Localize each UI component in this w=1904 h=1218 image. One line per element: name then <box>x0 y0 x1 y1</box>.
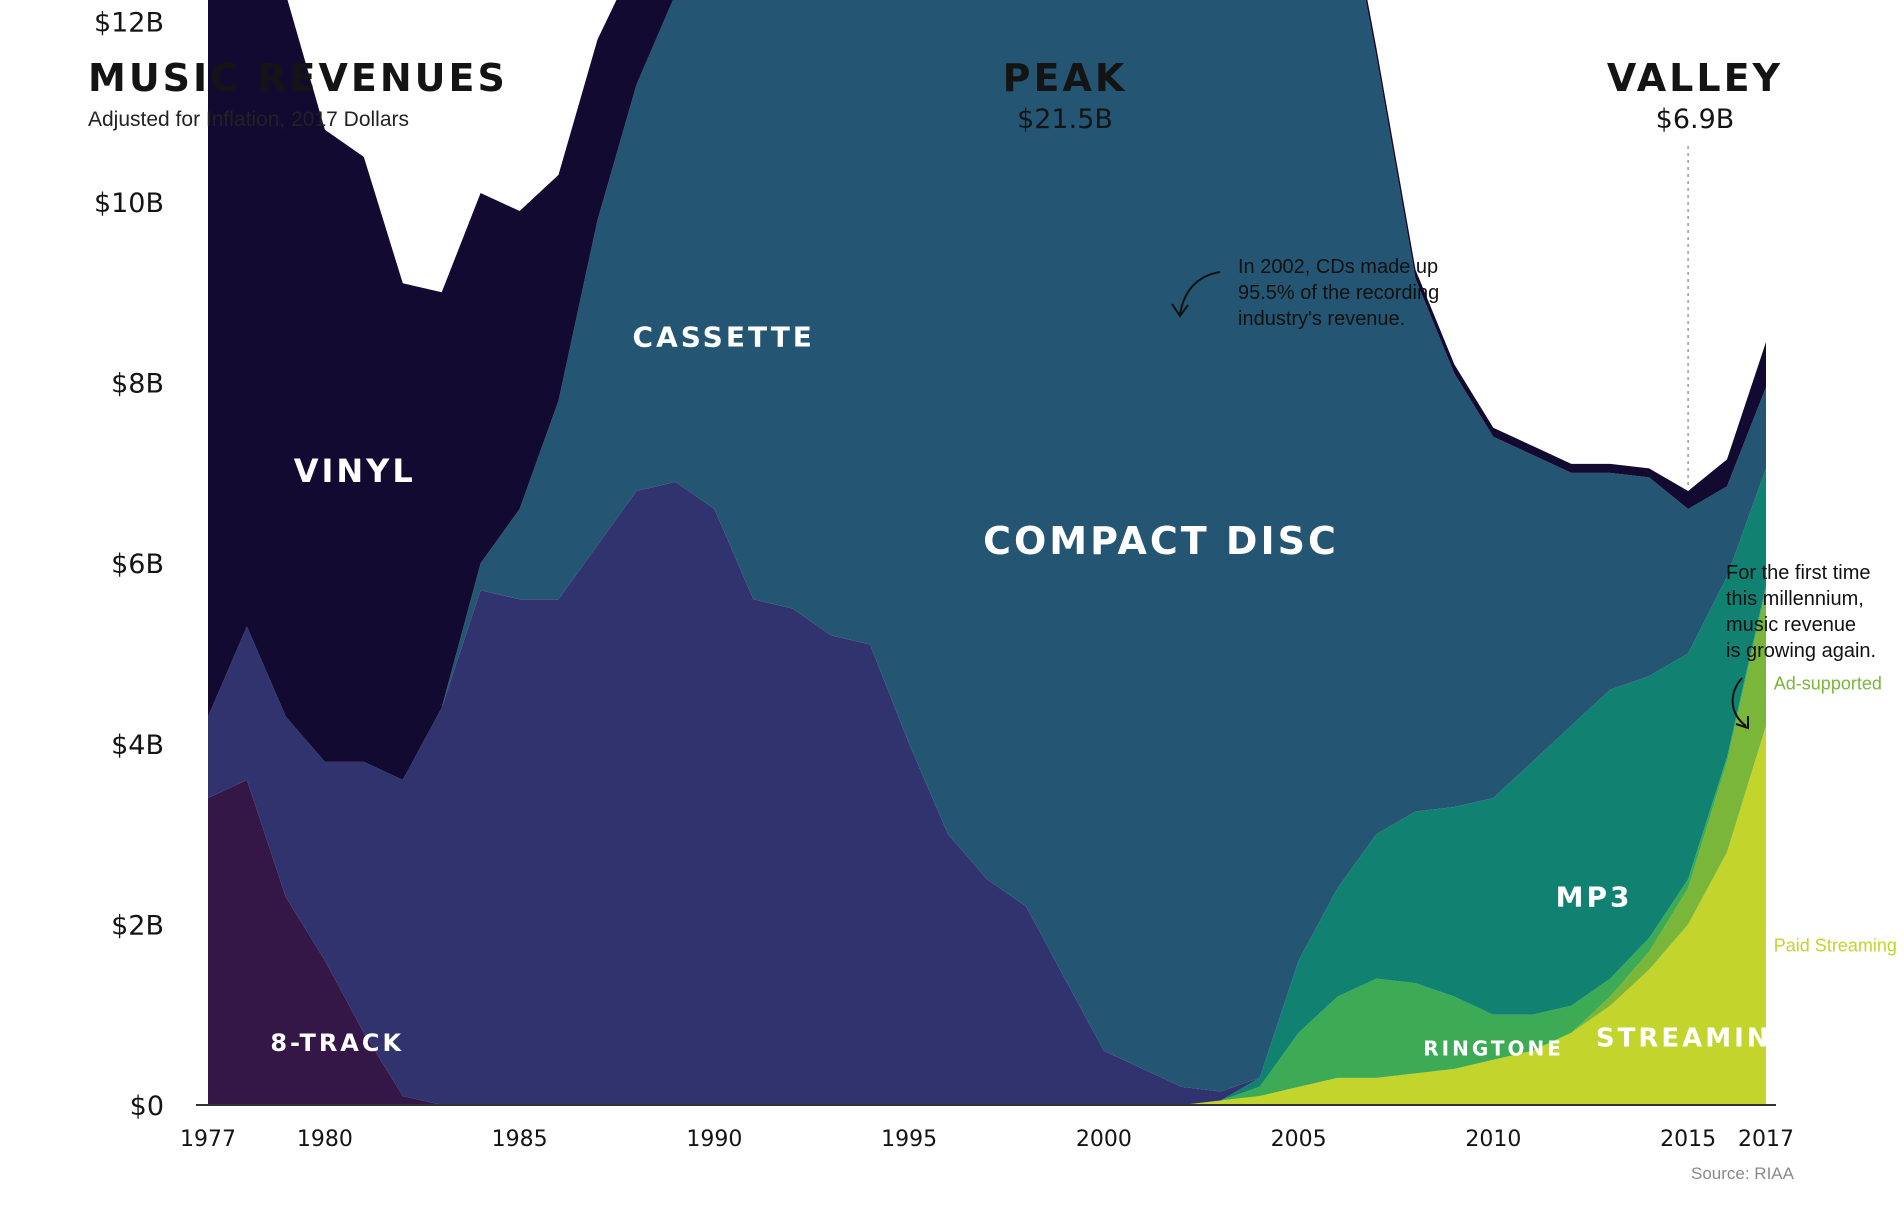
y-tick-label: $4B <box>111 730 164 761</box>
x-tick-label: 2000 <box>1076 1127 1132 1152</box>
x-tick-label: 1980 <box>297 1127 353 1152</box>
series-label-ad_supported: Ad-supported <box>1774 674 1882 694</box>
growth-annotation-line: music revenue <box>1726 614 1857 636</box>
source-note: Source: RIAA <box>1691 1164 1794 1183</box>
y-tick-label: $8B <box>111 369 164 400</box>
x-tick-label: 1985 <box>492 1127 548 1152</box>
x-tick-label: 2015 <box>1660 1127 1716 1152</box>
area-compact_disc <box>208 0 1766 1092</box>
chart-subtitle: Adjusted for Inflation, 2017 Dollars <box>88 108 410 131</box>
x-tick-label: 1995 <box>881 1127 937 1152</box>
y-tick-label: $12B <box>94 7 164 38</box>
cd-annotation-line: industry's revenue. <box>1238 308 1406 330</box>
growth-note-arrow <box>1731 677 1747 727</box>
growth-annotation-line: is growing again. <box>1726 640 1877 662</box>
cd-annotation-line: 95.5% of the recording <box>1238 282 1440 304</box>
area-paid_streaming <box>208 725 1766 1105</box>
y-axis-ticks: $0$2B$4B$6B$8B$10B$12B$14B$16B$18B$20B <box>94 7 164 1122</box>
series-label-cassette: CASSETTE <box>633 320 815 353</box>
series-label-ringtone: RINGTONE <box>1423 1036 1564 1060</box>
growth-annotation-line: For the first time <box>1726 562 1871 584</box>
y-tick-label: $10B <box>94 188 164 219</box>
series-label-compact_disc: COMPACT DISC <box>983 519 1339 563</box>
series-label-vinyl: VINYL <box>294 452 416 490</box>
x-tick-label: 2017 <box>1738 1127 1794 1152</box>
series-label-8-track: 8-TRACK <box>270 1029 404 1057</box>
cd-note-arrowhead <box>1171 303 1189 318</box>
segment-labels: 8-TRACK CASSETTE COMPACT DISC RINGTONE MP3 Ad… <box>270 320 1897 1060</box>
cd-annotation: In 2002, CDs made up 95.5% of the record… <box>1238 254 1538 332</box>
cd-annotation-line: In 2002, CDs made up <box>1238 256 1439 278</box>
group-label-streaming: STREAMING <box>1596 1023 1796 1053</box>
x-tick-label: 2010 <box>1465 1127 1521 1152</box>
chart-title: MUSIC REVENUES <box>88 56 508 100</box>
growth-annotation: For the first time this millennium, musi… <box>1726 560 1904 664</box>
x-axis-ticks: 1977 1980 1985 1990 1995 2000 2005 2010 2015 2017 <box>180 1127 1794 1152</box>
growth-annotation-line: this millennium, <box>1726 588 1864 610</box>
x-tick-label: 2005 <box>1271 1127 1327 1152</box>
area-cassette <box>208 468 1766 1105</box>
peak-label: PEAK <box>1002 56 1128 100</box>
x-tick-label: 1977 <box>180 1127 236 1152</box>
y-tick-label: $2B <box>111 910 164 941</box>
peak-value: $21.5B <box>1017 104 1113 135</box>
stacked-areas <box>208 0 1766 1105</box>
growth-note-arrowhead <box>1735 716 1749 730</box>
y-tick-label: $6B <box>111 549 164 580</box>
area-vinyl <box>208 0 1766 780</box>
cd-note-arrow <box>1179 271 1221 315</box>
valley-label: VALLEY <box>1606 56 1784 100</box>
x-tick-label: 1990 <box>686 1127 742 1152</box>
series-label-paid_streaming: Paid Streaming <box>1774 935 1897 955</box>
series-label-mp3: MP3 <box>1556 880 1633 913</box>
valley-value: $6.9B <box>1655 104 1735 135</box>
y-tick-label: $0 <box>130 1091 164 1122</box>
area-8-track <box>208 779 1766 1105</box>
area-mp3 <box>208 468 1766 1105</box>
